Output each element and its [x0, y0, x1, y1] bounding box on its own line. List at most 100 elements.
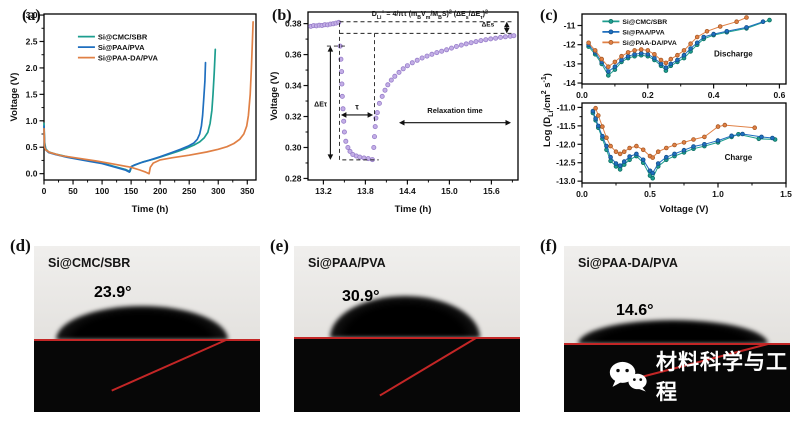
panel-b: (b) 13.2 13.8 14.4 15.0 15.6 0.28 0.30 0.32 0.34…	[268, 4, 530, 218]
gitt-chart: 13.2 13.8 14.4 15.0 15.6 0.28 0.30 0.32 0.34 0.36…	[269, 10, 519, 215]
wechat-icon	[609, 361, 647, 392]
svg-text:Voltage (V): Voltage (V)	[269, 72, 280, 121]
panel-c: (c) 0.0 0.2 0.4 0.6 -11 -12 -13 -14 Si@CMC/SBR Si…	[538, 4, 796, 218]
svg-text:-13: -13	[563, 59, 576, 69]
contact-angle-photo-cmc-sbr: Si@CMC/SBR 23.9°	[34, 246, 260, 412]
svg-text:15.0: 15.0	[441, 186, 458, 196]
svg-text:0.34: 0.34	[285, 81, 302, 91]
panel-e: (e) Si@PAA/PVA 30.9°	[268, 222, 524, 420]
watermark-text: 材料科学与工程	[656, 351, 789, 404]
panel-letter-c: (c)	[540, 7, 558, 24]
svg-text:0.38: 0.38	[285, 19, 302, 29]
droplet	[578, 320, 768, 344]
svg-text:15.6: 15.6	[483, 186, 500, 196]
svg-text:150: 150	[124, 186, 138, 196]
svg-text:0.30: 0.30	[285, 142, 302, 152]
ylabel-sup: -1	[540, 76, 548, 83]
svg-text:0.0: 0.0	[26, 169, 38, 179]
diffusion-charge-chart: 0.0 0.5 1.0 1.5 -11.0 -11.5 -12.0 -12.5 -13.0 Cha…	[556, 102, 792, 215]
svg-text:13.2: 13.2	[315, 186, 332, 196]
svg-text:0: 0	[42, 186, 47, 196]
panel-letter-a: (a)	[22, 7, 41, 24]
svg-text:0.6: 0.6	[774, 90, 786, 100]
svg-text:Si@CMC/SBR: Si@CMC/SBR	[622, 19, 667, 26]
sample-label: Si@PAA-DA/PVA	[578, 256, 678, 270]
substrate	[564, 344, 790, 412]
droplet	[56, 306, 228, 340]
panel-letter-d: (d)	[10, 236, 31, 255]
svg-text:50: 50	[68, 186, 78, 196]
svg-text:Si@PAA-DA/PVA: Si@PAA-DA/PVA	[622, 40, 676, 47]
sample-label: Si@CMC/SBR	[48, 256, 131, 270]
panel-letter-e: (e)	[270, 236, 289, 255]
watermark: 材料科学与工程	[608, 346, 790, 406]
svg-text:0.0: 0.0	[576, 90, 588, 100]
svg-text:0.4: 0.4	[708, 90, 720, 100]
contact-angle-photo-paa-pva: Si@PAA/PVA 30.9°	[294, 246, 520, 412]
svg-text:0.32: 0.32	[285, 112, 302, 122]
svg-text:ΔEτ: ΔEτ	[314, 101, 328, 108]
ylabel-sup: 2	[540, 90, 548, 95]
angle-value: 14.6°	[616, 302, 654, 319]
svg-text:0.5: 0.5	[26, 142, 38, 152]
svg-text:-11: -11	[564, 21, 576, 31]
svg-text:τ: τ	[355, 103, 359, 112]
svg-text:Discharge: Discharge	[714, 50, 753, 59]
diffusion-discharge-chart: 0.0 0.2 0.4 0.6 -11 -12 -13 -14 Si@CMC/SBR Si@PAA…	[563, 13, 787, 100]
svg-text:2.0: 2.0	[26, 63, 38, 73]
svg-text:0.2: 0.2	[642, 90, 654, 100]
svg-text:1.0: 1.0	[26, 116, 38, 126]
svg-text:2.5: 2.5	[26, 36, 38, 46]
angle-value: 23.9°	[94, 284, 132, 301]
baseline-line	[34, 339, 260, 341]
svg-text:-13.0: -13.0	[556, 176, 576, 186]
svg-text:0.0: 0.0	[576, 189, 588, 199]
svg-text:0.5: 0.5	[644, 189, 656, 199]
ylabel-text: Log (D	[542, 116, 554, 147]
svg-text:Voltage (V): Voltage (V)	[660, 204, 709, 215]
svg-text:Time (h): Time (h)	[395, 204, 432, 215]
svg-text:200: 200	[153, 186, 167, 196]
voltage-time-chart: 0 50 100 150 200 250 300 350 0.0 0.5 1.0 1.5 2.0 2.5 3…	[9, 10, 257, 215]
svg-text:0.36: 0.36	[285, 50, 302, 60]
panel-letter-b: (b)	[272, 7, 292, 24]
svg-text:13.8: 13.8	[357, 186, 374, 196]
svg-text:250: 250	[182, 186, 196, 196]
svg-text:Time (h): Time (h)	[132, 204, 169, 215]
svg-text:300: 300	[211, 186, 225, 196]
svg-text:3.0: 3.0	[26, 10, 38, 20]
substrate	[294, 338, 520, 412]
svg-text:Si@PAA-DA/PVA: Si@PAA-DA/PVA	[98, 53, 159, 62]
svg-text:1.5: 1.5	[26, 89, 38, 99]
svg-text:Si@PAA/PVA: Si@PAA/PVA	[98, 43, 145, 52]
c-y-axis-label: Log (DLi/cm2 s-1)	[541, 30, 555, 190]
svg-text:-12.0: -12.0	[556, 139, 576, 149]
angle-value: 30.9°	[342, 288, 380, 305]
svg-text:1.5: 1.5	[780, 189, 792, 199]
svg-text:Charge: Charge	[725, 153, 753, 162]
panel-a: (a) 0 50 100 150 200 250 300 350 0.0 0.5 1.0 1.5 2.0…	[8, 4, 264, 218]
svg-text:-12: -12	[563, 40, 576, 50]
svg-text:100: 100	[95, 186, 109, 196]
svg-text:1.0: 1.0	[712, 189, 724, 199]
svg-text:-11.0: -11.0	[557, 102, 576, 112]
svg-text:Voltage (V): Voltage (V)	[9, 73, 20, 122]
panel-letter-f: (f)	[540, 236, 557, 255]
svg-text:-11.5: -11.5	[557, 121, 576, 131]
ylabel-text: s	[542, 82, 554, 91]
svg-text:0.28: 0.28	[285, 173, 302, 183]
svg-text:Si@CMC/SBR: Si@CMC/SBR	[98, 32, 148, 41]
sample-label: Si@PAA/PVA	[308, 256, 386, 270]
svg-text:-12.5: -12.5	[556, 158, 576, 168]
svg-text:ΔEs: ΔEs	[482, 21, 495, 28]
baseline-line	[294, 337, 520, 339]
ylabel-text: /cm	[542, 94, 554, 111]
contact-angle-photo-paa-da-pva: Si@PAA-DA/PVA 14.6° 材料科学与工程	[564, 246, 790, 412]
svg-text:-14: -14	[563, 78, 576, 88]
ylabel-sub: Li	[548, 110, 556, 117]
svg-text:Si@PAA/PVA: Si@PAA/PVA	[622, 30, 664, 37]
svg-text:350: 350	[240, 186, 254, 196]
svg-text:Relaxation time: Relaxation time	[427, 106, 482, 115]
panel-f: (f) Si@PAA-DA/PVA 14.6° 材料科学与工程	[538, 222, 796, 420]
